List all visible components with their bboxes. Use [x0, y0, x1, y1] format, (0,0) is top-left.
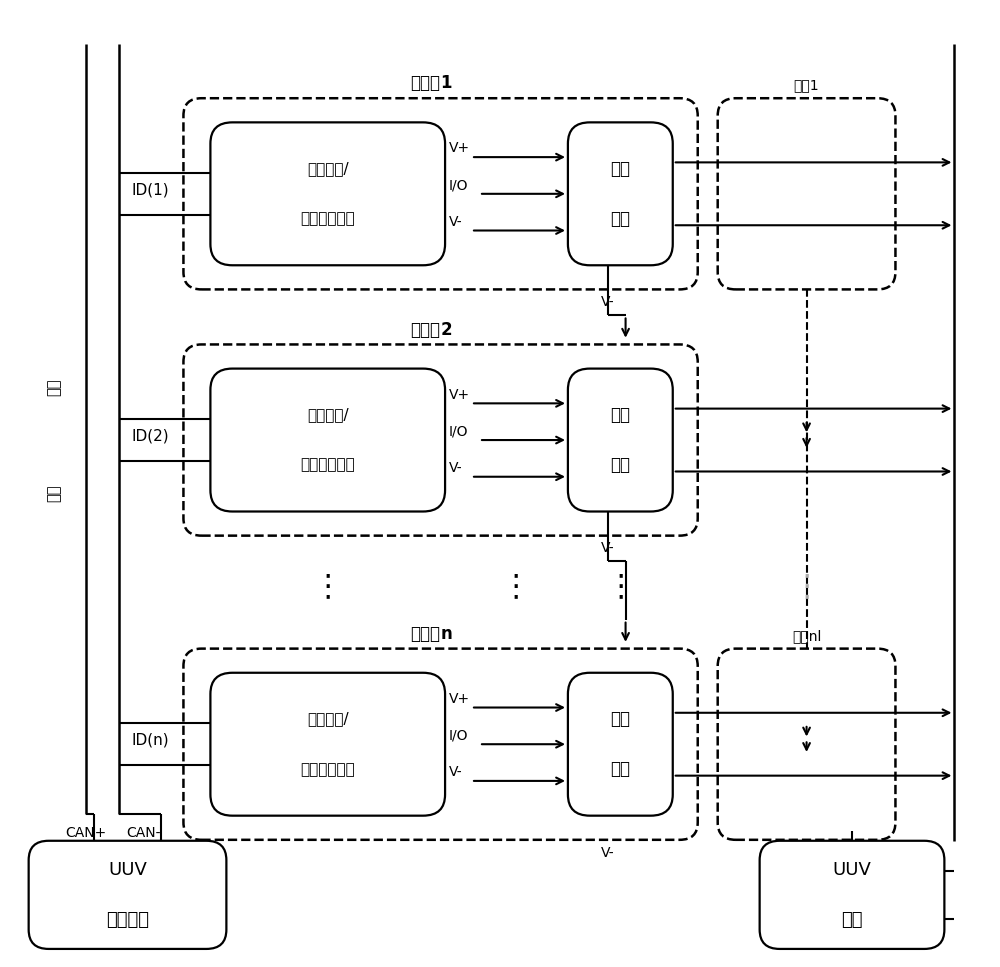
Text: 1: 1: [441, 74, 452, 93]
Text: CAN+: CAN+: [65, 826, 106, 840]
FancyBboxPatch shape: [568, 673, 673, 816]
Text: CAN-: CAN-: [127, 826, 161, 840]
FancyBboxPatch shape: [760, 840, 944, 949]
Text: UUV: UUV: [833, 861, 871, 879]
Text: ID(2): ID(2): [132, 428, 169, 444]
Text: 2: 2: [441, 321, 452, 338]
Text: V-: V-: [601, 845, 615, 860]
FancyBboxPatch shape: [29, 840, 226, 949]
Text: I/O: I/O: [449, 425, 469, 438]
Text: V-: V-: [449, 765, 463, 779]
Text: 次兴1: 次兴1: [794, 78, 819, 93]
Text: V-: V-: [449, 461, 463, 475]
FancyBboxPatch shape: [210, 368, 445, 512]
Text: 固态: 固态: [610, 406, 630, 424]
FancyBboxPatch shape: [568, 123, 673, 265]
Text: 固态: 固态: [610, 160, 630, 178]
Text: V-: V-: [449, 215, 463, 229]
FancyBboxPatch shape: [568, 368, 673, 512]
Text: ⋮: ⋮: [501, 572, 531, 601]
Text: V+: V+: [449, 141, 470, 156]
Text: I/O: I/O: [449, 728, 469, 743]
Text: ID(n): ID(n): [132, 733, 169, 747]
FancyBboxPatch shape: [210, 123, 445, 265]
Text: 电池芯体/: 电池芯体/: [307, 712, 349, 726]
Text: V+: V+: [449, 691, 470, 706]
Text: 电池组: 电池组: [411, 625, 441, 643]
Text: 监测管理电路: 监测管理电路: [300, 212, 355, 226]
Text: V+: V+: [449, 388, 470, 401]
Text: 监测管理电路: 监测管理电路: [300, 457, 355, 473]
Text: 固态: 固态: [610, 710, 630, 728]
Text: n: n: [441, 625, 452, 643]
Text: V-: V-: [601, 295, 615, 309]
Text: 电池组: 电池组: [411, 74, 441, 93]
Text: 次序nl: 次序nl: [792, 629, 821, 643]
Text: 开关: 开关: [610, 760, 630, 778]
Text: ⋮: ⋮: [312, 572, 343, 601]
Text: I/O: I/O: [449, 178, 469, 192]
Text: 载荷: 载荷: [841, 911, 863, 929]
Text: 电池芯体/: 电池芯体/: [307, 161, 349, 176]
Text: 开关: 开关: [610, 210, 630, 228]
Text: 控制系统: 控制系统: [106, 911, 149, 929]
Text: 电池组: 电池组: [411, 321, 441, 338]
Text: 监测管理电路: 监测管理电路: [300, 762, 355, 777]
Text: ⋮: ⋮: [605, 572, 636, 601]
Text: V-: V-: [601, 542, 615, 555]
Text: 开关: 开关: [610, 456, 630, 474]
Text: ⋮: ⋮: [791, 572, 822, 601]
Text: UUV: UUV: [108, 861, 147, 879]
Text: 总线: 总线: [46, 378, 61, 396]
Text: 总线: 总线: [46, 484, 61, 502]
FancyBboxPatch shape: [210, 673, 445, 816]
Text: ID(1): ID(1): [132, 183, 169, 197]
Text: 电池芯体/: 电池芯体/: [307, 407, 349, 423]
